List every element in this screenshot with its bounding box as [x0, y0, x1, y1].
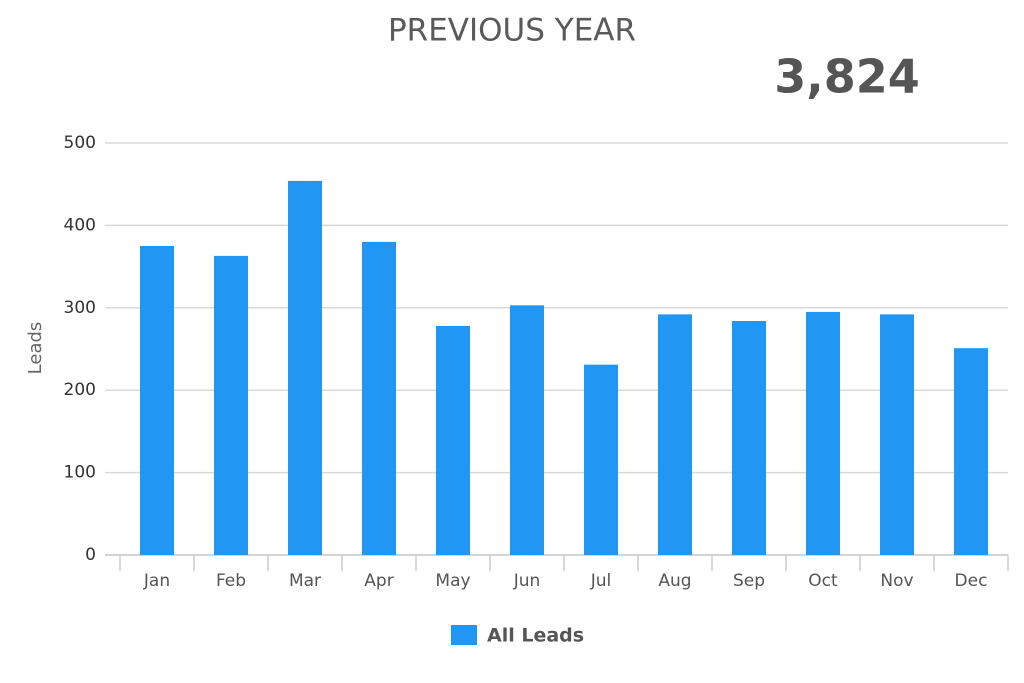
x-tick-label: Nov [880, 571, 913, 591]
x-tick-label: Jan [143, 571, 170, 591]
x-tick-label: Jul [590, 571, 612, 591]
bar [436, 325, 470, 555]
x-tick-label: Mar [289, 571, 321, 591]
bar [214, 255, 248, 555]
bar [362, 241, 396, 555]
bar [658, 314, 692, 555]
legend-label: All Leads [487, 625, 584, 647]
bar [732, 320, 766, 555]
bar [584, 364, 618, 555]
bar [880, 314, 914, 555]
x-tick-label: May [435, 571, 470, 591]
bar [510, 305, 544, 555]
x-tick-label: Aug [658, 571, 691, 591]
legend-swatch [451, 625, 477, 645]
y-tick-label: 300 [64, 298, 96, 318]
bar [954, 348, 988, 555]
y-tick-label: 0 [85, 545, 96, 565]
kpi-total: 3,824 [774, 50, 920, 104]
y-tick-label: 400 [64, 215, 96, 235]
x-tick-label: Dec [955, 571, 988, 591]
chart-title: PREVIOUS YEAR [388, 13, 636, 49]
y-tick-label: 200 [64, 380, 96, 400]
bar [806, 311, 840, 555]
x-tick-label: Oct [808, 571, 838, 591]
x-tick-label: Feb [216, 571, 246, 591]
x-tick-label: Sep [733, 571, 765, 591]
y-axis-label: Leads [25, 322, 46, 375]
x-tick-label: Apr [364, 571, 393, 591]
bar [140, 246, 174, 555]
y-tick-label: 100 [64, 463, 96, 483]
y-tick-label: 500 [64, 133, 96, 153]
x-tick-label: Jun [513, 571, 541, 591]
bar [288, 180, 322, 556]
